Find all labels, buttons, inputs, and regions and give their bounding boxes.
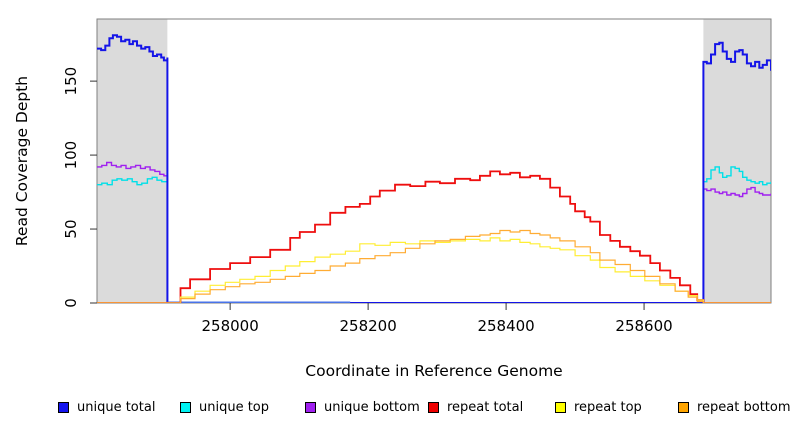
x-tick-label: 258000 xyxy=(202,317,259,335)
x-axis: 258000 258200 258400 258600 xyxy=(202,303,673,335)
legend-item-repeat-top: repeat top xyxy=(555,396,642,418)
series-line-unique-bottom xyxy=(97,161,771,303)
series-line-repeat-bottom xyxy=(97,229,771,303)
y-axis-title: Read Coverage Depth xyxy=(13,76,31,246)
shaded-region xyxy=(97,19,168,303)
legend-label: unique total xyxy=(77,399,156,415)
series-line-unique-top xyxy=(97,166,771,303)
y-axis: 0 50 100 150 xyxy=(62,67,97,308)
legend-swatch xyxy=(305,401,316,413)
x-tick-label: 258200 xyxy=(339,317,396,335)
y-tick-label: 0 xyxy=(62,298,80,308)
legend: unique total unique top unique bottom repea… xyxy=(0,396,792,422)
data-series xyxy=(97,34,771,303)
legend-swatch xyxy=(555,401,566,413)
shaded-regions xyxy=(97,19,771,303)
series-line-repeat-total xyxy=(97,170,771,303)
x-tick-label: 258600 xyxy=(615,317,672,335)
legend-item-repeat-bottom: repeat bottom xyxy=(678,396,791,418)
series-line-unique-total xyxy=(97,34,771,303)
legend-item-repeat-total: repeat total xyxy=(428,396,523,418)
legend-item-unique-total: unique total xyxy=(58,396,155,418)
legend-swatch xyxy=(428,401,439,413)
y-tick-label: 50 xyxy=(62,219,80,238)
legend-label: repeat total xyxy=(447,399,524,415)
y-tick-label: 150 xyxy=(62,67,80,96)
shaded-region xyxy=(703,19,771,303)
legend-swatch xyxy=(58,401,69,413)
legend-label: unique top xyxy=(199,399,270,415)
legend-item-unique-top: unique top xyxy=(180,396,269,418)
legend-item-unique-bottom: unique bottom xyxy=(305,396,420,418)
legend-swatch xyxy=(678,401,689,413)
y-tick-label: 100 xyxy=(62,141,80,170)
legend-swatch xyxy=(180,401,191,413)
legend-label: repeat top xyxy=(574,399,642,415)
plot-border xyxy=(96,18,772,304)
x-axis-title: Coordinate in Reference Genome xyxy=(305,362,562,380)
coverage-plot-canvas: 258000 258200 258400 258600 0 50 100 150 Coord… xyxy=(13,18,772,380)
x-tick-label: 258400 xyxy=(477,317,534,335)
legend-label: unique bottom xyxy=(324,399,420,415)
legend-label: repeat bottom xyxy=(697,399,791,415)
